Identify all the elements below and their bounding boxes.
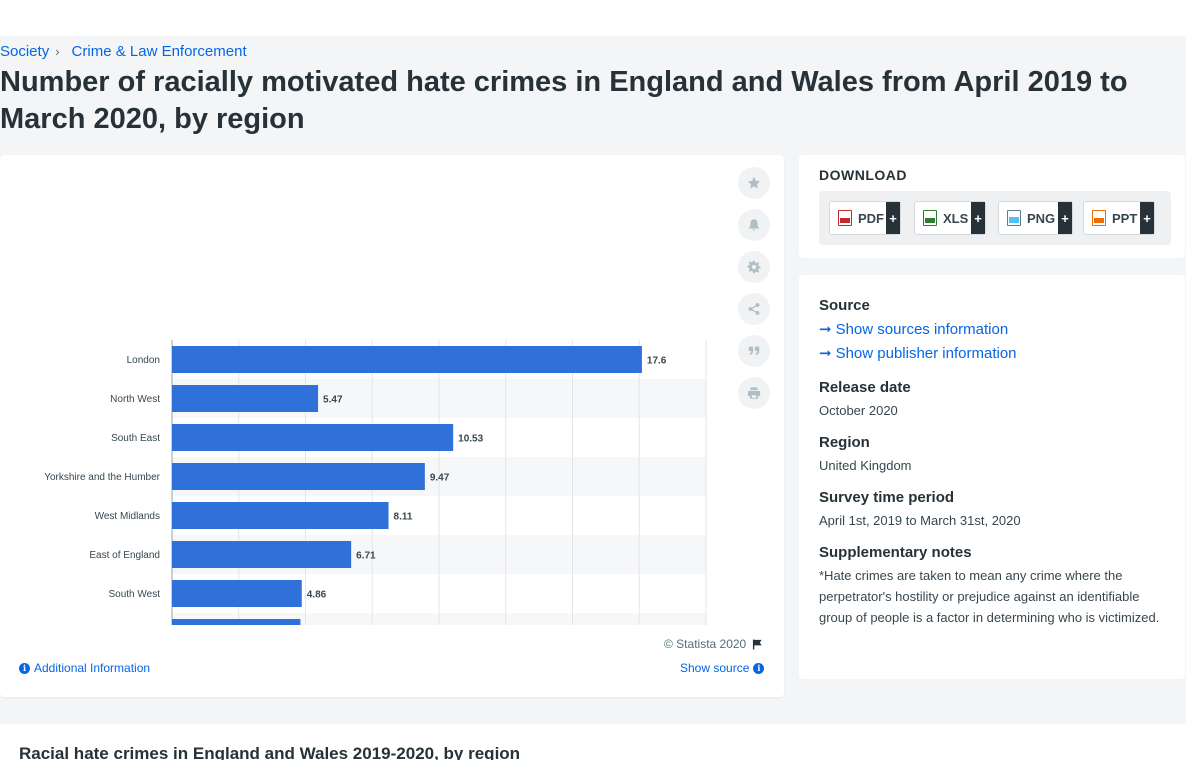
additional-information-label: Additional Information [34, 661, 151, 675]
plus-icon: + [1058, 202, 1072, 234]
statistic-details-card: Source ➞ Show sources information ➞ Show… [799, 275, 1185, 679]
download-png-label: PNG [1027, 210, 1056, 226]
category-label: North West [110, 394, 160, 405]
star-icon[interactable] [738, 167, 770, 199]
ppt-file-icon [1092, 210, 1106, 226]
top-navigation-bar [0, 0, 1186, 36]
copyright-text: © Statista 2020 [664, 637, 747, 651]
additional-information-link[interactable]: i Additional Information [19, 661, 150, 675]
chevron-right-icon: › [55, 44, 60, 59]
bar [172, 463, 425, 490]
download-title: DOWNLOAD [819, 167, 907, 183]
value-label: 5.47 [323, 395, 343, 406]
bar [172, 346, 642, 373]
category-label: East of England [89, 550, 160, 561]
category-label: Yorkshire and the Humber [44, 472, 160, 483]
bar [172, 502, 389, 529]
show-source-label: Show source [680, 661, 750, 675]
show-publisher-link[interactable]: ➞ Show publisher information [819, 344, 1017, 363]
download-pdf-label: PDF [858, 210, 884, 226]
quote-icon[interactable] [738, 335, 770, 367]
show-sources-link[interactable]: ➞ Show sources information [819, 320, 1009, 339]
download-png-button[interactable]: PNG + [998, 201, 1073, 235]
chart-tools [738, 167, 770, 409]
download-xls-label: XLS [943, 210, 969, 226]
plus-icon: + [971, 202, 985, 234]
show-sources-label: Show sources information [835, 320, 1009, 338]
related-statistic-card: Racial hate crimes in England and Wales … [0, 724, 1186, 760]
value-label: 4.86 [307, 590, 327, 601]
print-icon[interactable] [738, 377, 770, 409]
survey-period-value: April 1st, 2019 to March 31st, 2020 [819, 513, 1021, 528]
page-title: Number of racially motivated hate crimes… [0, 66, 1128, 135]
breadcrumb: Society › Crime & Law Enforcement [0, 43, 247, 60]
plus-icon: + [886, 202, 900, 234]
supplementary-notes-value: *Hate crimes are taken to mean any crime… [819, 568, 1160, 625]
info-icon: i [19, 662, 30, 674]
copyright: © Statista 2020 [664, 637, 763, 651]
bar [172, 541, 352, 568]
arrow-right-icon: ➞ [819, 345, 832, 362]
download-card: DOWNLOAD PDF + XLS + PNG + PPT + [799, 155, 1185, 258]
source-heading: Source [819, 297, 870, 314]
value-label: 17.6 [647, 356, 667, 367]
download-buttons-row: PDF + XLS + PNG + PPT + [819, 191, 1171, 245]
category-label: London [127, 355, 160, 366]
gear-icon[interactable] [738, 251, 770, 283]
download-ppt-label: PPT [1112, 210, 1138, 226]
region-heading: Region [819, 434, 870, 451]
show-source-link[interactable]: Show source i [680, 661, 765, 675]
flag-icon[interactable] [752, 638, 763, 650]
supplementary-notes-heading: Supplementary notes [819, 544, 972, 561]
bar [172, 619, 301, 625]
plus-icon: + [1140, 202, 1154, 234]
survey-period-heading: Survey time period [819, 489, 955, 506]
category-label: South East [111, 433, 160, 444]
show-publisher-label: Show publisher information [835, 344, 1017, 362]
release-date-heading: Release date [819, 379, 911, 396]
region-value: United Kingdom [819, 458, 912, 473]
value-label: 6.71 [356, 551, 376, 562]
arrow-right-icon: ➞ [819, 321, 832, 338]
related-statistic-title: Racial hate crimes in England and Wales … [19, 744, 521, 760]
release-date-value: October 2020 [819, 403, 898, 418]
breadcrumb-crime-law[interactable]: Crime & Law Enforcement [71, 43, 247, 60]
info-icon: i [753, 662, 765, 674]
share-icon[interactable] [738, 293, 770, 325]
xls-file-icon [923, 210, 937, 226]
value-label: 9.47 [430, 473, 450, 484]
value-label: 10.53 [458, 434, 483, 445]
bar [172, 580, 302, 607]
download-pdf-button[interactable]: PDF + [829, 201, 901, 235]
bar [172, 385, 319, 412]
download-xls-button[interactable]: XLS + [914, 201, 986, 235]
category-label: West Midlands [95, 511, 160, 522]
category-label: South West [108, 589, 160, 600]
bar [172, 424, 454, 451]
download-ppt-button[interactable]: PPT + [1083, 201, 1155, 235]
value-label: 8.11 [394, 512, 413, 523]
pdf-file-icon [838, 210, 852, 226]
png-file-icon [1007, 210, 1021, 226]
breadcrumb-society[interactable]: Society [0, 43, 50, 60]
bell-icon[interactable] [738, 209, 770, 241]
